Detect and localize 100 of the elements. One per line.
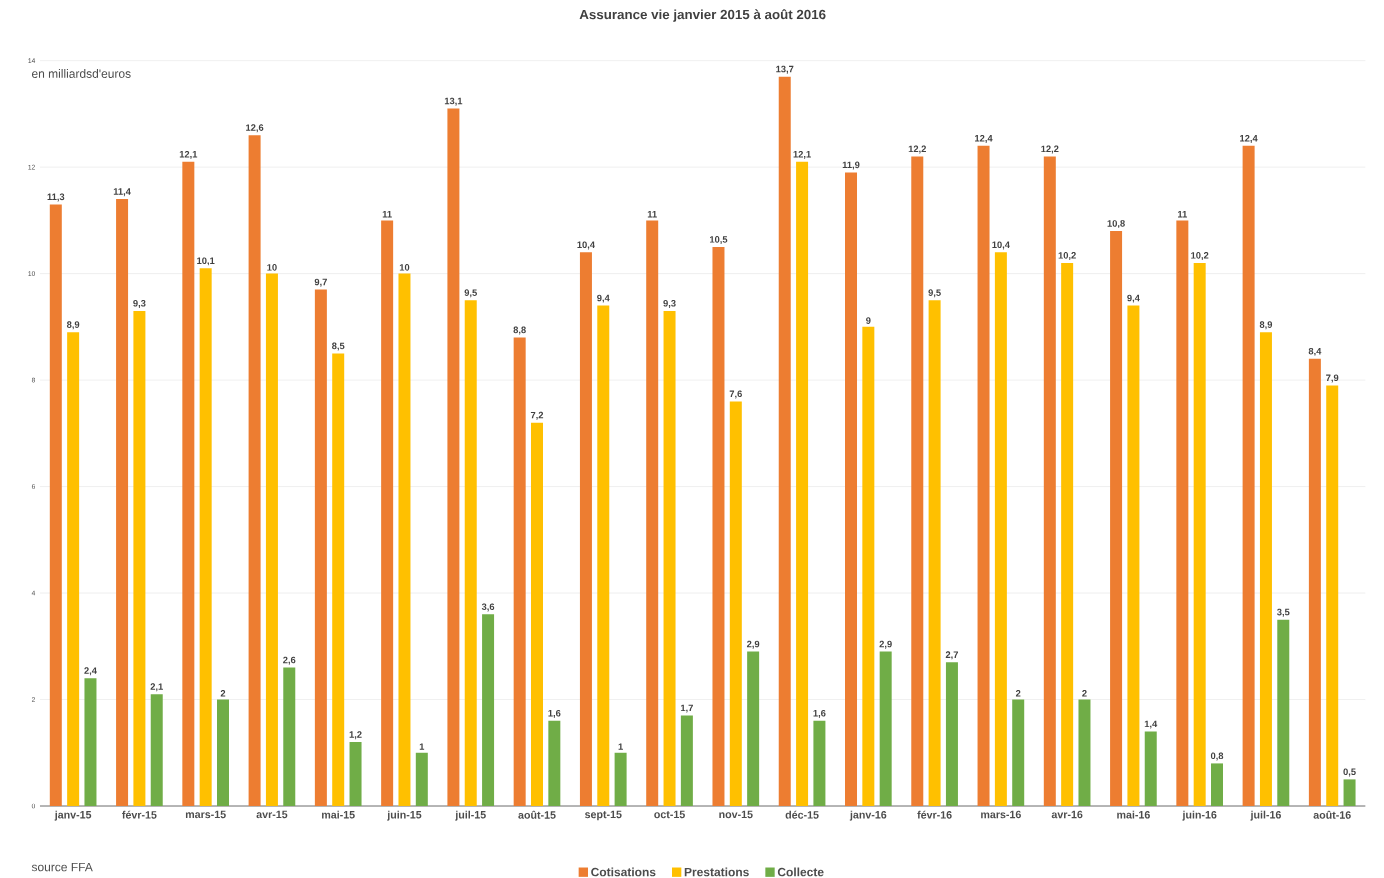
bar xyxy=(945,662,958,806)
data-label: 10 xyxy=(399,264,410,271)
x-tick-label: juin-16 xyxy=(1182,810,1217,821)
legend-label: Cotisations xyxy=(591,867,656,877)
data-label: 1,7 xyxy=(680,704,693,713)
bar xyxy=(1343,779,1356,806)
bar xyxy=(1308,358,1321,806)
bar xyxy=(150,694,163,806)
data-label: 2,4 xyxy=(84,667,97,676)
data-label: 0,5 xyxy=(1343,768,1356,777)
data-label: 11 xyxy=(647,211,657,218)
bar xyxy=(778,76,791,806)
x-tick-label: mai-16 xyxy=(1117,810,1150,819)
data-label: 2 xyxy=(1082,690,1087,697)
data-label: 13,1 xyxy=(444,97,463,106)
data-label: 3,6 xyxy=(481,603,495,612)
x-tick-label: août-15 xyxy=(518,810,556,819)
data-label: 2,7 xyxy=(945,651,959,660)
bar xyxy=(928,300,941,806)
bar xyxy=(796,161,809,806)
data-label: 8,9 xyxy=(1259,321,1273,330)
bar xyxy=(1061,262,1074,806)
bar xyxy=(1193,262,1206,806)
data-label: 9,5 xyxy=(928,289,941,298)
data-label: 9,7 xyxy=(314,278,327,287)
data-label: 11 xyxy=(382,211,392,218)
data-label: 12,6 xyxy=(246,124,264,133)
bar xyxy=(283,667,296,806)
data-label: 9 xyxy=(866,317,871,324)
data-label: 3,5 xyxy=(1277,608,1290,617)
x-tick-label: avr-15 xyxy=(256,810,288,819)
data-label: 10,2 xyxy=(1191,252,1209,261)
bar xyxy=(845,172,858,806)
bar xyxy=(513,337,526,806)
data-label: 12,1 xyxy=(793,150,811,159)
x-tick-label: janv-15 xyxy=(54,810,92,821)
bar xyxy=(680,715,693,806)
bar xyxy=(579,252,592,806)
bar xyxy=(1012,699,1025,806)
data-label: 8,5 xyxy=(332,342,345,351)
data-label: 13,7 xyxy=(776,65,794,74)
x-tick-label: févr-16 xyxy=(917,810,952,819)
bar xyxy=(1043,156,1056,806)
source-note: source FFA xyxy=(31,862,93,872)
bar xyxy=(747,651,760,806)
x-tick-label: juin-15 xyxy=(387,810,422,821)
data-label: 2 xyxy=(220,690,226,697)
data-label: 1 xyxy=(618,743,623,750)
x-tick-label: oct-15 xyxy=(654,810,685,819)
data-label: 10,4 xyxy=(577,241,595,250)
bar xyxy=(1277,619,1290,806)
bar xyxy=(1242,145,1255,806)
x-tick-label: mars-15 xyxy=(185,810,226,819)
data-label: 2,9 xyxy=(746,640,760,649)
data-label: 12,2 xyxy=(908,145,926,154)
x-tick-label: juil-15 xyxy=(455,810,486,821)
bar xyxy=(1211,763,1224,806)
bar xyxy=(84,678,97,806)
bar xyxy=(813,720,826,806)
bar xyxy=(994,252,1007,806)
bar xyxy=(116,199,129,806)
data-label: 9,3 xyxy=(133,300,146,308)
legend-label: Collecte xyxy=(777,867,824,877)
data-label: 9,5 xyxy=(464,289,477,298)
bar xyxy=(349,742,362,806)
data-label: 7,6 xyxy=(729,390,742,399)
bar xyxy=(531,422,543,806)
data-label: 12,4 xyxy=(1240,134,1258,143)
bar xyxy=(1176,220,1189,806)
x-tick-label: mai-15 xyxy=(322,810,355,819)
bar xyxy=(862,326,875,806)
x-tick-label: févr-15 xyxy=(122,810,157,819)
data-label: 10,1 xyxy=(197,257,215,266)
bar xyxy=(49,204,62,806)
legend-label: Prestations xyxy=(684,867,749,877)
bar xyxy=(133,310,146,806)
data-label: 11 xyxy=(1178,211,1188,218)
data-label: 8,9 xyxy=(66,321,80,330)
bar xyxy=(265,273,278,806)
bar xyxy=(879,651,892,806)
data-label: 1,2 xyxy=(349,731,362,740)
bar xyxy=(1110,231,1123,806)
x-tick-label: août-16 xyxy=(1313,810,1351,819)
bar xyxy=(712,247,725,806)
bar xyxy=(447,108,460,806)
x-tick-label: janv-16 xyxy=(849,810,887,821)
data-label: 1,6 xyxy=(813,709,826,718)
bar xyxy=(1078,699,1091,806)
data-label: 11,3 xyxy=(47,193,65,202)
data-label: 12,2 xyxy=(1041,145,1059,154)
bar xyxy=(415,752,428,806)
bar xyxy=(729,401,742,806)
bar xyxy=(67,332,80,806)
bar xyxy=(614,752,627,806)
data-label: 10,5 xyxy=(709,236,728,245)
bar xyxy=(182,161,195,806)
data-label: 1,6 xyxy=(548,709,561,718)
data-label: 9,3 xyxy=(663,300,676,308)
data-label: 1,4 xyxy=(1144,720,1158,729)
x-tick-label: juil-16 xyxy=(1250,810,1281,821)
